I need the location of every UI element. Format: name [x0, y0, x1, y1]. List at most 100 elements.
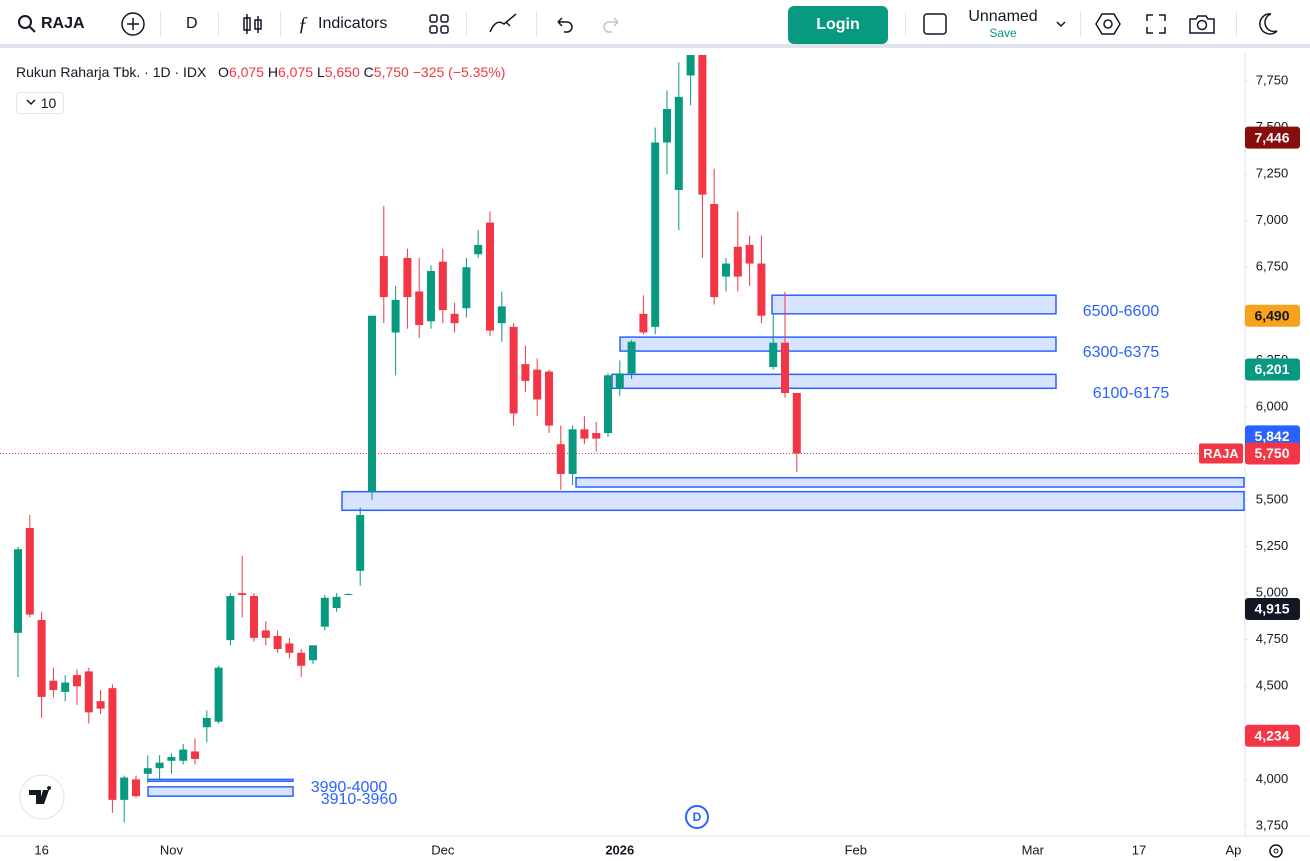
- candle-body: [781, 342, 789, 393]
- candle-body: [285, 643, 294, 653]
- price-label: 6,490: [1254, 307, 1289, 323]
- price-label: 4,915: [1254, 601, 1289, 617]
- chart-type-button[interactable]: [240, 0, 264, 48]
- x-tick-label: Feb: [845, 842, 867, 857]
- fullscreen-button[interactable]: [1144, 0, 1168, 48]
- candle-body: [698, 54, 707, 195]
- candle-body: [96, 701, 105, 709]
- snapshot-button[interactable]: [1188, 0, 1216, 48]
- candle-body: [167, 757, 176, 761]
- y-tick-label: 5,500: [1256, 491, 1289, 506]
- y-tick-label: 6,000: [1256, 398, 1289, 413]
- candle-body: [155, 762, 164, 769]
- price-label: 5,842: [1254, 428, 1289, 444]
- candle-body: [745, 244, 754, 264]
- y-tick-label: 5,250: [1256, 538, 1289, 553]
- camera-icon: [1189, 15, 1215, 34]
- layout-checkbox[interactable]: [922, 0, 948, 48]
- candle-body: [462, 267, 471, 309]
- symbol-tag-label: RAJA: [1203, 446, 1239, 461]
- dividend-marker[interactable]: [685, 805, 709, 829]
- separator: [280, 12, 281, 36]
- interval-button[interactable]: D: [186, 15, 198, 32]
- theme-button[interactable]: [1256, 0, 1280, 48]
- search-icon: [18, 15, 36, 33]
- candle-body: [639, 313, 648, 333]
- candle-body: [604, 375, 612, 434]
- templates-button[interactable]: [428, 0, 450, 48]
- candle-body: [214, 667, 223, 722]
- candle-body: [509, 326, 518, 414]
- candle-body: [757, 263, 766, 316]
- undo-button[interactable]: [554, 0, 574, 48]
- candle-body: [332, 596, 341, 609]
- y-tick-label: 3,750: [1256, 817, 1289, 832]
- candle-body: [733, 246, 742, 277]
- zone: [619, 336, 1057, 352]
- fx-icon: ƒ: [298, 12, 308, 35]
- x-tick-label: 2026: [605, 842, 634, 857]
- indicators-toggle[interactable]: 10: [16, 92, 64, 114]
- candle-body: [615, 373, 624, 389]
- candle-body: [556, 444, 565, 474]
- y-tick-label: 4,000: [1256, 771, 1289, 786]
- legend-c-label: C: [363, 64, 374, 80]
- candle-body: [568, 429, 577, 474]
- candle-body: [84, 671, 93, 713]
- grid-icon: [429, 14, 449, 34]
- candle-body: [202, 717, 211, 728]
- price-label-box: [1245, 358, 1300, 381]
- layout-name[interactable]: Unnamed Save: [962, 0, 1044, 48]
- zone: [147, 778, 294, 783]
- zone-label: 6300-6375: [1083, 344, 1160, 361]
- drawing-button[interactable]: [488, 0, 522, 48]
- x-tick-label: 17: [1132, 842, 1146, 857]
- chevron-icon: [26, 99, 36, 106]
- legend-h-label: H: [267, 64, 278, 80]
- candle-body: [226, 595, 235, 641]
- candle-body: [427, 270, 435, 322]
- price-label-box: [1245, 442, 1300, 465]
- redo-button[interactable]: [602, 0, 622, 48]
- candle-body: [391, 299, 400, 333]
- candle-body: [320, 597, 329, 627]
- x-tick-label: Ap: [1225, 842, 1241, 857]
- candle-body: [25, 527, 34, 615]
- candle-body: [132, 779, 140, 797]
- compare-button[interactable]: [120, 0, 146, 48]
- settings-icon[interactable]: [1269, 844, 1283, 858]
- candle-body: [533, 369, 542, 400]
- x-tick-label: Nov: [160, 842, 184, 857]
- login-button[interactable]: Login: [788, 6, 888, 44]
- symbol-search[interactable]: RAJA: [16, 0, 85, 48]
- candle-body: [309, 645, 317, 661]
- candle-body: [297, 652, 306, 666]
- ticks: 3,7504,0004,2504,5004,7505,0005,2505,500…: [34, 72, 1288, 857]
- indicators-button[interactable]: ƒ Indicators: [298, 0, 387, 48]
- candle-body: [651, 142, 660, 327]
- candles: [14, 54, 801, 823]
- candle-body: [415, 291, 424, 326]
- indicator-count: 10: [40, 95, 57, 111]
- settings-button[interactable]: [1095, 0, 1121, 48]
- chevron-icon: [1056, 21, 1066, 28]
- price-label-box: [1245, 425, 1300, 448]
- separator: [466, 12, 467, 36]
- redo-icon: [603, 17, 619, 33]
- y-tick-label: 7,000: [1256, 212, 1289, 227]
- candle-body: [450, 313, 459, 324]
- candle-body: [627, 341, 636, 374]
- price-label: 7,446: [1254, 129, 1289, 145]
- moon-icon: [1259, 13, 1278, 35]
- layout-menu[interactable]: [1054, 0, 1068, 48]
- candle-body: [261, 630, 270, 638]
- price-labels: 7,446 6,490 6,201 5,842 RAJA 5,750 4,915 4,234: [0, 126, 1300, 747]
- candle-body: [474, 244, 483, 255]
- candle-body: [580, 429, 589, 439]
- y-tick-label: 4,750: [1256, 631, 1289, 646]
- zone-label: 3990-4000: [311, 779, 388, 796]
- y-tick-label: 5,000: [1256, 585, 1289, 600]
- price-label: 5,750: [1254, 445, 1289, 461]
